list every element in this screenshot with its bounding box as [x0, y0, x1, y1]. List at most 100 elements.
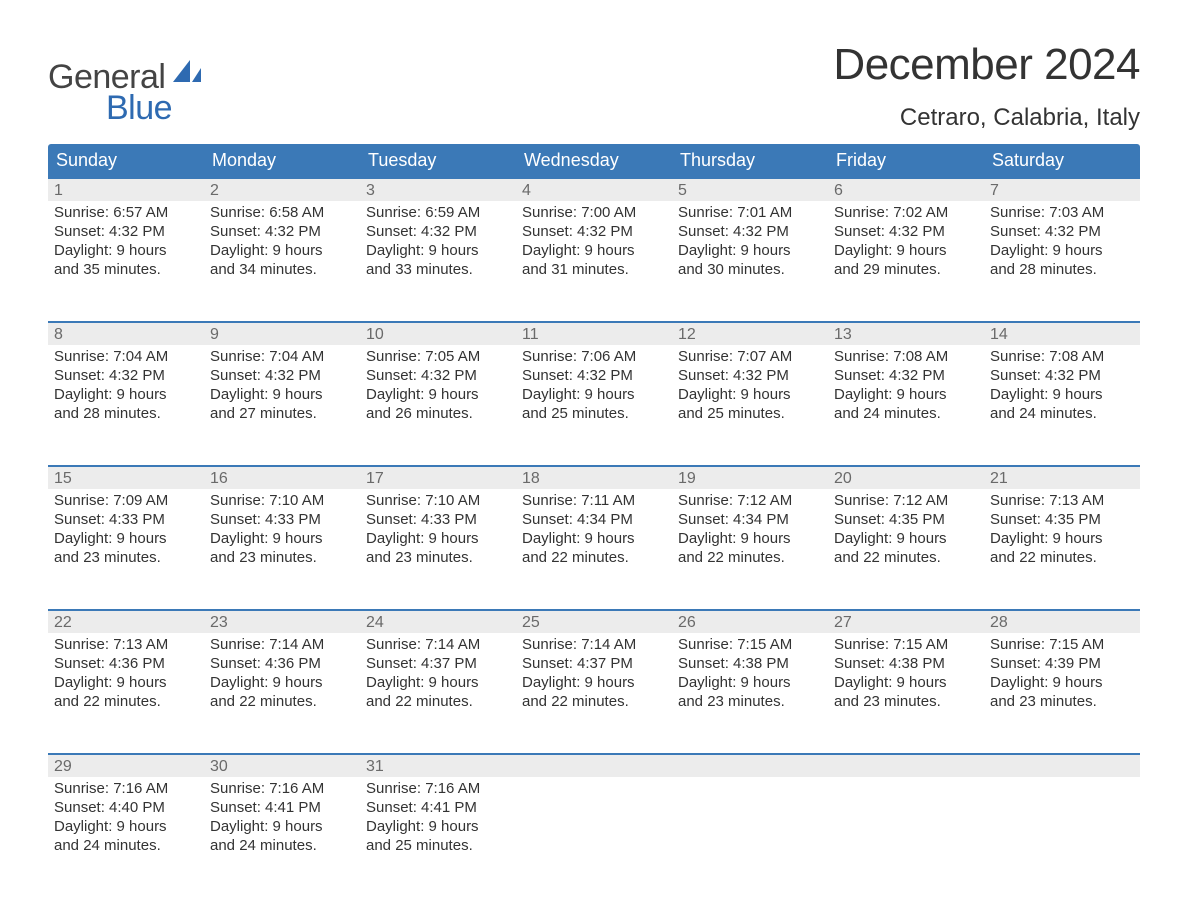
day-sunset: Sunset: 4:41 PM [366, 798, 510, 817]
day-sunrise: Sunrise: 7:16 AM [210, 779, 354, 798]
day-number-empty [984, 755, 1140, 777]
day-body: Sunrise: 7:16 AMSunset: 4:40 PMDaylight:… [48, 777, 204, 859]
day-d2: and 29 minutes. [834, 260, 978, 279]
day-sunrise: Sunrise: 7:16 AM [54, 779, 198, 798]
day-body: Sunrise: 7:13 AMSunset: 4:35 PMDaylight:… [984, 489, 1140, 571]
day-number: 17 [360, 467, 516, 489]
week-spacer [48, 736, 1140, 754]
day-body: Sunrise: 7:16 AMSunset: 4:41 PMDaylight:… [204, 777, 360, 859]
week-row: 8Sunrise: 7:04 AMSunset: 4:32 PMDaylight… [48, 322, 1140, 448]
day-sunrise: Sunrise: 7:10 AM [366, 491, 510, 510]
day-sunset: Sunset: 4:38 PM [834, 654, 978, 673]
day-number: 7 [984, 179, 1140, 201]
day-number: 12 [672, 323, 828, 345]
day-d2: and 24 minutes. [990, 404, 1134, 423]
day-d2: and 24 minutes. [834, 404, 978, 423]
day-sunrise: Sunrise: 7:09 AM [54, 491, 198, 510]
day-sunset: Sunset: 4:40 PM [54, 798, 198, 817]
day-d1: Daylight: 9 hours [522, 673, 666, 692]
day-body: Sunrise: 6:57 AMSunset: 4:32 PMDaylight:… [48, 201, 204, 283]
day-sunset: Sunset: 4:32 PM [210, 366, 354, 385]
day-d2: and 28 minutes. [990, 260, 1134, 279]
day-d1: Daylight: 9 hours [54, 673, 198, 692]
day-d2: and 24 minutes. [210, 836, 354, 855]
day-number: 5 [672, 179, 828, 201]
day-sunrise: Sunrise: 7:10 AM [210, 491, 354, 510]
day-sunset: Sunset: 4:32 PM [522, 222, 666, 241]
day-cell: 15Sunrise: 7:09 AMSunset: 4:33 PMDayligh… [48, 466, 204, 592]
day-sunrise: Sunrise: 7:13 AM [990, 491, 1134, 510]
day-sunset: Sunset: 4:32 PM [678, 366, 822, 385]
day-d1: Daylight: 9 hours [210, 241, 354, 260]
day-cell: 2Sunrise: 6:58 AMSunset: 4:32 PMDaylight… [204, 178, 360, 304]
day-sunrise: Sunrise: 6:58 AM [210, 203, 354, 222]
day-body: Sunrise: 7:15 AMSunset: 4:39 PMDaylight:… [984, 633, 1140, 715]
weekday-header: Friday [828, 144, 984, 178]
day-cell: 11Sunrise: 7:06 AMSunset: 4:32 PMDayligh… [516, 322, 672, 448]
day-d1: Daylight: 9 hours [366, 529, 510, 548]
day-d2: and 30 minutes. [678, 260, 822, 279]
day-body: Sunrise: 7:08 AMSunset: 4:32 PMDaylight:… [828, 345, 984, 427]
day-number: 29 [48, 755, 204, 777]
day-number: 9 [204, 323, 360, 345]
day-sunset: Sunset: 4:32 PM [678, 222, 822, 241]
day-sunrise: Sunrise: 7:13 AM [54, 635, 198, 654]
week-row: 22Sunrise: 7:13 AMSunset: 4:36 PMDayligh… [48, 610, 1140, 736]
day-d1: Daylight: 9 hours [210, 529, 354, 548]
weekday-header: Thursday [672, 144, 828, 178]
day-sunset: Sunset: 4:32 PM [366, 366, 510, 385]
day-d1: Daylight: 9 hours [366, 241, 510, 260]
day-d2: and 34 minutes. [210, 260, 354, 279]
day-cell: 3Sunrise: 6:59 AMSunset: 4:32 PMDaylight… [360, 178, 516, 304]
day-cell: 25Sunrise: 7:14 AMSunset: 4:37 PMDayligh… [516, 610, 672, 736]
day-sunset: Sunset: 4:33 PM [366, 510, 510, 529]
day-cell: 26Sunrise: 7:15 AMSunset: 4:38 PMDayligh… [672, 610, 828, 736]
day-sunset: Sunset: 4:32 PM [210, 222, 354, 241]
day-d1: Daylight: 9 hours [990, 241, 1134, 260]
day-d2: and 24 minutes. [54, 836, 198, 855]
day-sunrise: Sunrise: 7:00 AM [522, 203, 666, 222]
day-number: 31 [360, 755, 516, 777]
day-number-empty [672, 755, 828, 777]
day-number: 20 [828, 467, 984, 489]
weekday-header: Sunday [48, 144, 204, 178]
weekday-header: Wednesday [516, 144, 672, 178]
day-d1: Daylight: 9 hours [54, 385, 198, 404]
day-number: 24 [360, 611, 516, 633]
day-number: 21 [984, 467, 1140, 489]
day-d1: Daylight: 9 hours [54, 241, 198, 260]
day-sunset: Sunset: 4:34 PM [678, 510, 822, 529]
day-cell: 4Sunrise: 7:00 AMSunset: 4:32 PMDaylight… [516, 178, 672, 304]
day-body: Sunrise: 7:10 AMSunset: 4:33 PMDaylight:… [204, 489, 360, 571]
day-cell: 6Sunrise: 7:02 AMSunset: 4:32 PMDaylight… [828, 178, 984, 304]
day-d2: and 23 minutes. [990, 692, 1134, 711]
day-sunset: Sunset: 4:37 PM [522, 654, 666, 673]
day-sunrise: Sunrise: 7:04 AM [54, 347, 198, 366]
day-cell [828, 754, 984, 880]
day-body: Sunrise: 6:58 AMSunset: 4:32 PMDaylight:… [204, 201, 360, 283]
day-d1: Daylight: 9 hours [678, 241, 822, 260]
day-cell: 17 Sunrise: 7:10 AMSunset: 4:33 PMDayligh… [360, 466, 516, 592]
day-sunrise: Sunrise: 7:01 AM [678, 203, 822, 222]
day-sunset: Sunset: 4:32 PM [522, 366, 666, 385]
day-cell: 9Sunrise: 7:04 AMSunset: 4:32 PMDaylight… [204, 322, 360, 448]
day-sunset: Sunset: 4:38 PM [678, 654, 822, 673]
day-sunrise: Sunrise: 7:05 AM [366, 347, 510, 366]
day-number: 18 [516, 467, 672, 489]
day-body: Sunrise: 7:06 AMSunset: 4:32 PMDaylight:… [516, 345, 672, 427]
logo: General Blue [48, 40, 201, 128]
day-d1: Daylight: 9 hours [834, 529, 978, 548]
day-d2: and 27 minutes. [210, 404, 354, 423]
day-sunset: Sunset: 4:32 PM [54, 222, 198, 241]
day-sunrise: Sunrise: 7:15 AM [678, 635, 822, 654]
day-number: 8 [48, 323, 204, 345]
day-d2: and 23 minutes. [54, 548, 198, 567]
day-number: 16 [204, 467, 360, 489]
day-sunrise: Sunrise: 7:02 AM [834, 203, 978, 222]
day-sunrise: Sunrise: 7:08 AM [990, 347, 1134, 366]
day-sunrise: Sunrise: 7:07 AM [678, 347, 822, 366]
day-body: Sunrise: 7:04 AMSunset: 4:32 PMDaylight:… [204, 345, 360, 427]
day-sunrise: Sunrise: 6:57 AM [54, 203, 198, 222]
day-d2: and 22 minutes. [678, 548, 822, 567]
day-number-empty [516, 755, 672, 777]
